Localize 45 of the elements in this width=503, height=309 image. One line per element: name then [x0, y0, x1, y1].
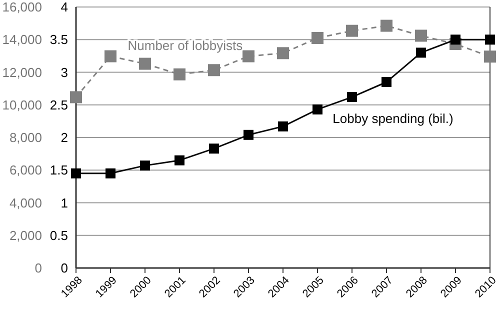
y2-tick-label: 3	[60, 64, 68, 80]
point	[277, 47, 289, 60]
point	[104, 50, 116, 62]
point	[209, 144, 219, 154]
point	[278, 121, 288, 132]
point	[208, 64, 220, 76]
y2-tick-label: 1.5	[50, 162, 68, 178]
point	[485, 34, 495, 45]
point	[242, 50, 254, 62]
point	[70, 91, 82, 104]
point	[450, 34, 460, 45]
y2-tick-label: 2	[60, 130, 68, 146]
point	[347, 92, 357, 102]
y2-tick-label: 2.5	[50, 97, 68, 112]
point	[416, 48, 426, 58]
series-label: Lobby spending (bil.)	[332, 111, 454, 126]
y-tick-label: 16,000	[2, 0, 42, 15]
point	[140, 160, 150, 171]
point	[174, 155, 184, 166]
y2-tick-label: 3.5	[50, 32, 68, 48]
point	[346, 24, 358, 37]
point	[382, 77, 392, 88]
point	[380, 20, 392, 32]
y2-tick-label: 0.5	[50, 228, 68, 243]
point	[244, 130, 254, 140]
y-tick-label: 6,000	[9, 162, 42, 178]
point	[106, 168, 116, 178]
point	[174, 68, 186, 80]
y-tick-label: 0	[34, 260, 42, 276]
y-tick-label: 12,000	[2, 64, 42, 80]
point	[139, 58, 151, 70]
y-tick-label: 4,000	[9, 195, 42, 210]
point	[415, 30, 427, 42]
y2-tick-label: 4	[60, 0, 68, 15]
y-tick-label: 10,000	[2, 97, 42, 112]
point	[484, 50, 496, 63]
y2-tick-label: 1	[60, 195, 68, 210]
point	[312, 104, 322, 114]
series-label: Number of lobbyists	[128, 38, 244, 54]
y-tick-label: 8,000	[9, 130, 42, 146]
y-tick-label: 2,000	[9, 228, 42, 243]
y-tick-label: 14,000	[2, 32, 42, 48]
y2-tick-label: 0	[60, 260, 68, 276]
point	[71, 168, 81, 178]
point	[312, 32, 324, 44]
